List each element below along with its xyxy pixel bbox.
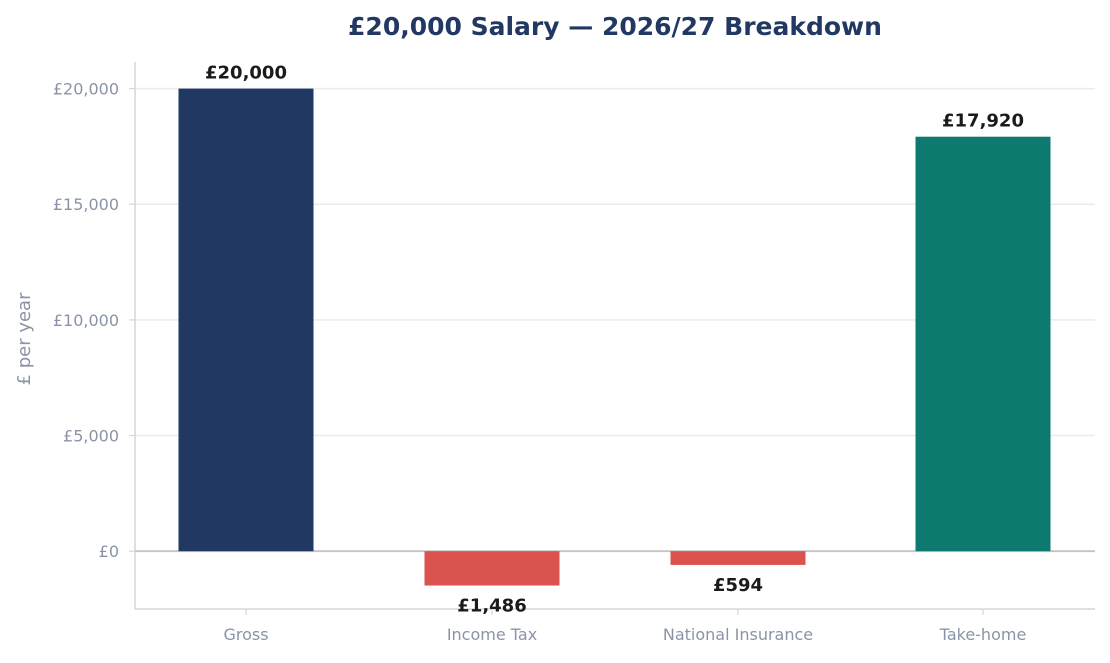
data-label: £1,486 xyxy=(457,596,526,617)
bar-take-home xyxy=(915,136,1051,552)
data-label: £20,000 xyxy=(205,63,287,84)
x-tick-label: Gross xyxy=(223,625,268,644)
x-tick-label: National Insurance xyxy=(663,625,813,644)
bars xyxy=(178,88,1051,586)
data-label: £17,920 xyxy=(942,111,1024,132)
y-axis-label: £ per year xyxy=(14,292,35,386)
bar-gross xyxy=(178,88,314,552)
x-tick-label: Take-home xyxy=(939,625,1027,644)
data-label: £594 xyxy=(713,575,763,596)
y-tick-label: £10,000 xyxy=(53,311,119,330)
bar-income-tax xyxy=(424,551,560,586)
x-tick-label: Income Tax xyxy=(447,625,537,644)
bar-national-insurance xyxy=(670,551,806,565)
y-tick-label: £15,000 xyxy=(53,195,119,214)
y-tick-label: £0 xyxy=(99,542,119,561)
y-tick-label: £20,000 xyxy=(53,80,119,99)
data-labels: £20,000 £1,486 £594 £17,920 xyxy=(205,63,1024,617)
y-tick-label: £5,000 xyxy=(63,427,119,446)
chart-title: £20,000 Salary — 2026/27 Breakdown xyxy=(348,12,882,41)
